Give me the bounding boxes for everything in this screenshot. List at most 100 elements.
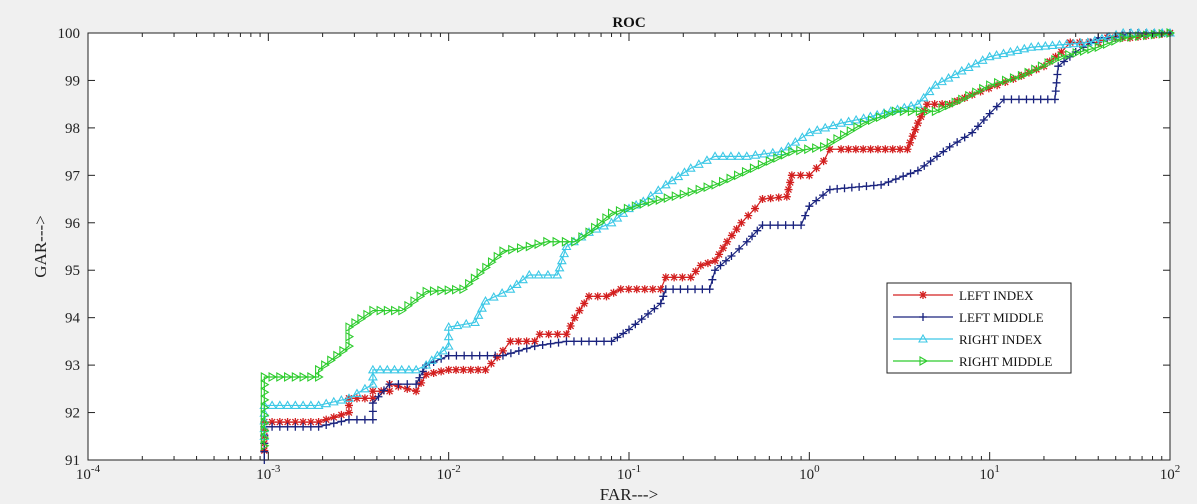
data-point: [1036, 95, 1045, 104]
data-point: [522, 337, 531, 346]
data-point: [678, 273, 687, 282]
data-point: [476, 267, 486, 278]
data-point: [758, 221, 767, 230]
data-point: [705, 285, 714, 294]
y-tick-label: 97: [65, 168, 81, 184]
data-point: [575, 306, 584, 315]
data-point: [956, 65, 967, 75]
data-point: [1005, 46, 1016, 56]
data-point: [499, 246, 509, 257]
data-point: [368, 399, 377, 408]
data-point: [368, 394, 377, 403]
data-point: [899, 172, 908, 181]
data-point: [711, 256, 720, 265]
data-point: [368, 407, 377, 416]
data-point: [884, 177, 893, 186]
data-point: [488, 291, 499, 301]
data-point: [667, 175, 677, 185]
data-point: [773, 221, 782, 230]
data-point: [1001, 75, 1011, 86]
data-point: [534, 239, 544, 250]
data-point: [1111, 29, 1122, 39]
data-point: [600, 337, 609, 346]
data-point: [260, 433, 270, 444]
data-point: [465, 278, 474, 289]
data-point: [352, 415, 361, 424]
data-point: [820, 122, 831, 132]
data-point: [1033, 41, 1044, 51]
data-point: [351, 388, 362, 398]
data-point: [679, 167, 690, 176]
data-point: [410, 296, 420, 307]
y-tick-label: 95: [65, 263, 80, 279]
data-point: [1061, 39, 1072, 48]
data-point: [530, 337, 539, 346]
data-point: [977, 55, 988, 64]
data-point: [367, 371, 378, 381]
legend-label: LEFT INDEX: [959, 288, 1034, 303]
data-point: [481, 365, 490, 374]
data-point: [538, 340, 547, 349]
data-point: [703, 182, 713, 193]
data-point: [742, 237, 751, 246]
data-point: [284, 372, 293, 382]
data-point: [475, 351, 484, 360]
data-point: [719, 244, 728, 253]
data-point: [493, 251, 503, 262]
data-point: [542, 269, 553, 279]
data-point: [732, 225, 741, 234]
data-point: [851, 145, 860, 154]
data-point: [926, 157, 935, 166]
data-point: [923, 106, 933, 117]
data-point: [748, 232, 757, 241]
data-point: [1096, 33, 1107, 43]
data-point: [391, 305, 400, 316]
data-point: [511, 279, 522, 289]
legend-item: LEFT INDEX: [893, 288, 1034, 303]
data-point: [843, 116, 854, 126]
data-point: [734, 170, 743, 181]
data-point: [625, 325, 633, 334]
data-point: [299, 418, 308, 427]
data-point: [418, 367, 427, 376]
data-point: [602, 292, 611, 301]
data-point: [639, 198, 649, 209]
data-point: [505, 284, 516, 293]
data-point: [514, 337, 523, 346]
data-point: [805, 171, 814, 180]
data-point: [1029, 95, 1038, 104]
data-point: [506, 349, 515, 358]
data-point: [790, 137, 801, 146]
data-point: [877, 180, 886, 189]
data-point: [616, 285, 625, 294]
data-point: [812, 143, 821, 154]
data-point: [506, 337, 515, 346]
data-point: [647, 196, 657, 207]
data-point: [368, 415, 377, 424]
data-point: [869, 181, 878, 190]
data-point: [984, 51, 995, 61]
data-point: [1052, 78, 1061, 87]
data-point: [711, 179, 721, 190]
data-point: [938, 100, 947, 109]
data-point: [669, 285, 678, 294]
data-point: [570, 313, 579, 322]
data-point: [522, 344, 531, 353]
data-point: [911, 125, 920, 134]
data-point: [767, 147, 778, 157]
data-point: [461, 318, 472, 328]
data-point: [659, 292, 668, 301]
data-point: [368, 387, 377, 396]
data-point: [329, 413, 338, 422]
y-tick-label: 94: [65, 311, 81, 327]
data-point: [725, 151, 736, 160]
data-point: [766, 221, 775, 230]
data-point: [1032, 65, 1041, 74]
data-point: [648, 285, 657, 294]
data-point: [411, 364, 422, 374]
data-point: [473, 310, 484, 319]
data-point: [789, 221, 798, 230]
data-point: [562, 330, 571, 339]
x-tick-label: 101: [979, 463, 1000, 483]
data-point: [679, 189, 689, 200]
